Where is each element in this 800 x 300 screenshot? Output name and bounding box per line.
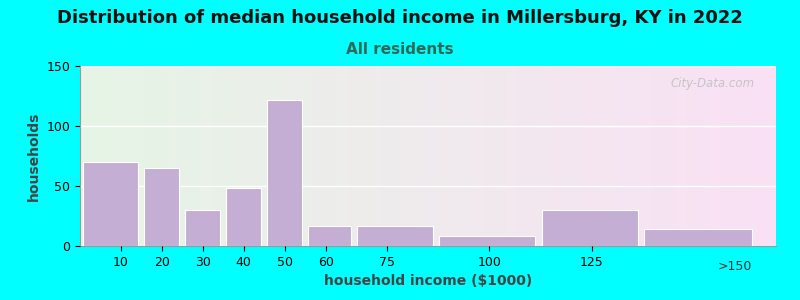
Bar [644, 229, 753, 246]
Y-axis label: households: households [27, 111, 41, 201]
X-axis label: household income ($1000): household income ($1000) [324, 274, 532, 288]
Bar [542, 210, 638, 246]
Bar [83, 162, 138, 246]
Text: City-Data.com: City-Data.com [671, 77, 755, 90]
Bar [226, 188, 261, 246]
Bar [145, 168, 179, 246]
Bar [439, 236, 535, 246]
Text: >150: >150 [718, 260, 752, 273]
Bar [358, 226, 433, 246]
Bar [308, 226, 351, 246]
Text: All residents: All residents [346, 42, 454, 57]
Bar [267, 100, 302, 246]
Bar [186, 210, 220, 246]
Text: Distribution of median household income in Millersburg, KY in 2022: Distribution of median household income … [57, 9, 743, 27]
